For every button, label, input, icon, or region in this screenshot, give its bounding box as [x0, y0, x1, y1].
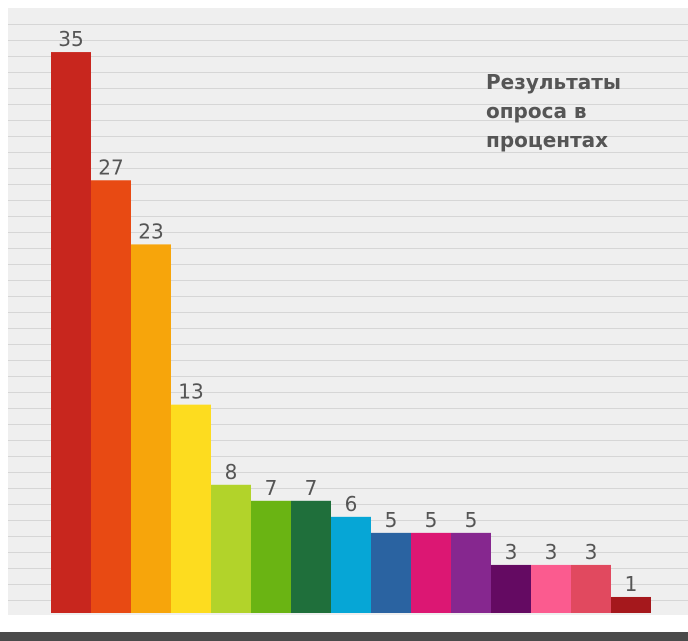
data-label: 13: [178, 380, 203, 404]
data-label: 23: [138, 219, 163, 243]
bar: [91, 180, 131, 613]
data-label: 7: [265, 476, 278, 500]
bar-chart: 35 27 23 13 8 7 7 6 5 5 5 3 3 3 1: [8, 24, 688, 613]
chart-area: 35 27 23 13 8 7 7 6 5 5 5 3 3 3 1 Результаты опроса в …: [8, 8, 688, 615]
data-label: 5: [385, 508, 398, 532]
bar: [531, 564, 571, 613]
bar: [571, 564, 611, 613]
bar: [131, 244, 171, 613]
bar: [491, 564, 531, 613]
bar: [211, 484, 251, 613]
data-label: 5: [465, 508, 478, 532]
data-label: 1: [625, 572, 638, 596]
bar: [251, 500, 291, 613]
bottom-bar: [0, 632, 688, 641]
bar: [51, 52, 91, 613]
data-label: 3: [545, 540, 558, 564]
data-label: 7: [305, 476, 318, 500]
data-label: 5: [425, 508, 438, 532]
bar: [331, 516, 371, 613]
bar: [451, 532, 491, 613]
bar: [611, 596, 651, 613]
chart-title: Результаты опроса в процентах: [486, 70, 621, 152]
bar: [411, 532, 451, 613]
bar: [291, 500, 331, 613]
bar: [371, 532, 411, 613]
data-label: 3: [505, 540, 518, 564]
data-label: 27: [98, 155, 123, 179]
data-label: 8: [225, 460, 238, 484]
data-label: 6: [345, 492, 358, 516]
data-label: 35: [58, 27, 83, 51]
bar: [171, 404, 211, 613]
data-label: 3: [585, 540, 598, 564]
